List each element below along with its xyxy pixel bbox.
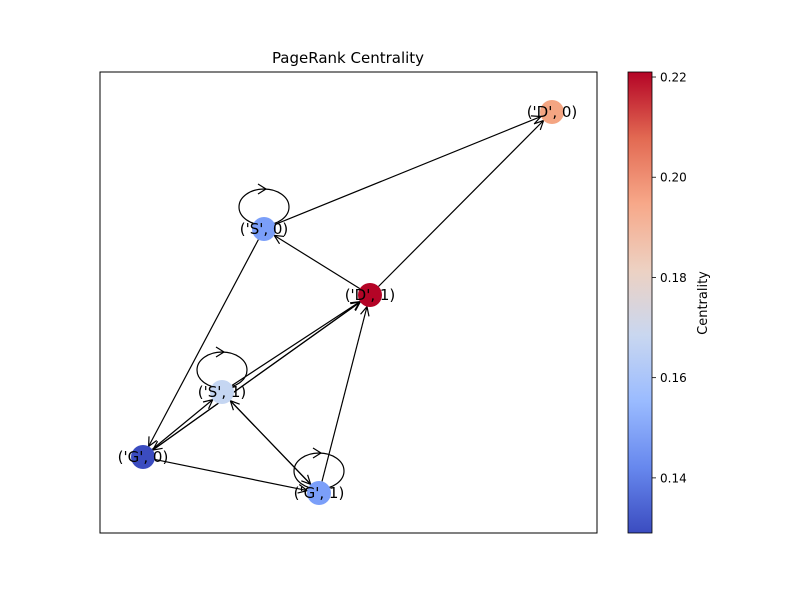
colorbar-tick-label: 0.14 [660, 471, 687, 485]
chart-title: PageRank Centrality [272, 49, 424, 67]
node-D0 [540, 100, 564, 124]
colorbar-tick-label: 0.22 [660, 71, 687, 85]
edge-G0-S1 [151, 398, 214, 450]
edge-G1-S1 [229, 399, 312, 485]
edges-layer [147, 115, 545, 494]
colorbar-ticks: 0.14 0.16 0.18 0.20 0.22 [652, 71, 687, 485]
labels-layer: ('D', 0) ('S', 0) ('D', 1) ('S', 1) ('G', 0)… [118, 103, 578, 502]
colorbar-tick-label: 0.20 [660, 171, 687, 185]
node-label-S1: ('S', 1) [198, 383, 247, 401]
edge-S0-G0 [147, 239, 259, 448]
plot-frame [99, 71, 598, 534]
node-label-S0: ('S', 0) [240, 220, 289, 238]
colorbar-tick-label: 0.18 [660, 271, 687, 285]
node-S0 [252, 217, 276, 241]
edge-G1-D1 [321, 305, 370, 482]
edge-S1-D1 [231, 300, 362, 386]
edge-G0-D1 [152, 301, 362, 451]
edge-D1-S0 [273, 234, 361, 290]
edge-S0-D0 [274, 115, 543, 226]
colorbar-gradient [627, 71, 653, 534]
nodes-layer [131, 100, 564, 505]
node-G1 [307, 481, 331, 505]
edge-G0-G1 [154, 458, 309, 494]
node-label-D1: ('D', 1) [345, 286, 396, 304]
node-S1 [210, 380, 234, 404]
colorbar: 0.14 0.16 0.18 0.20 0.22 Centrality [627, 71, 711, 534]
colorbar-label: Centrality [696, 271, 711, 335]
node-label-D0: ('D', 0) [527, 103, 578, 121]
edge-D1-D0 [378, 119, 545, 287]
node-D1 [358, 283, 382, 307]
node-label-G0: ('G', 0) [118, 448, 169, 466]
colorbar-tick-label: 0.16 [660, 371, 687, 385]
node-label-G1: ('G', 1) [294, 484, 345, 502]
node-G0 [131, 445, 155, 469]
